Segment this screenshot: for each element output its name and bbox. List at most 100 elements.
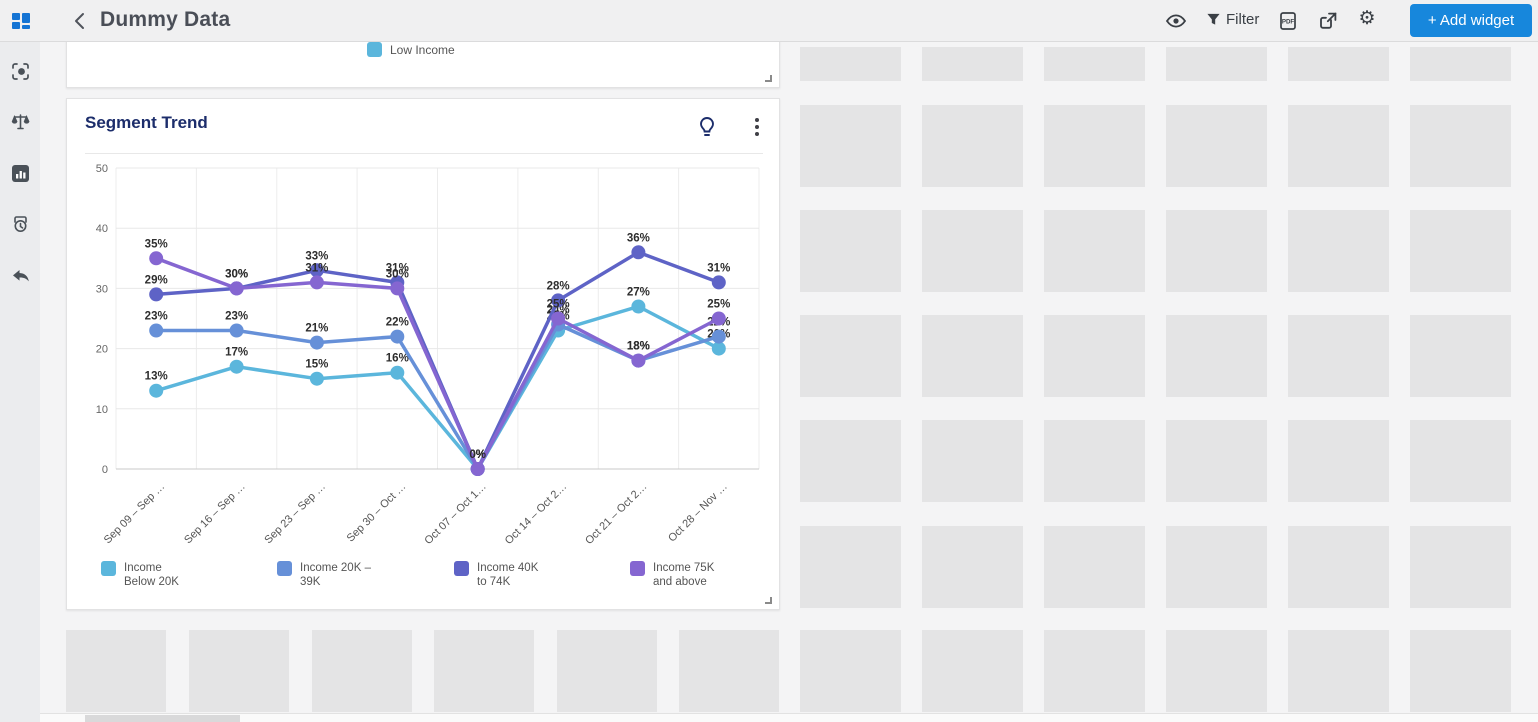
segment-trend-chart: 0 10 20 30 40 50 Sep 09 – Sep … Sep 16 – Sep … S… <box>79 157 771 555</box>
data-point[interactable] <box>711 311 726 326</box>
legend-item-income-below-20k[interactable]: Income Below 20K <box>101 561 179 589</box>
data-point[interactable] <box>390 329 405 344</box>
insight-bulb-icon[interactable] <box>696 115 718 139</box>
data-point-label: 27% <box>627 287 650 299</box>
placeholder-box <box>1410 105 1511 187</box>
filter-button[interactable]: Filter <box>1206 11 1259 28</box>
data-point[interactable] <box>309 275 324 290</box>
placeholder-box <box>1166 210 1267 292</box>
data-point[interactable] <box>149 323 164 338</box>
data-point[interactable] <box>711 275 726 290</box>
data-point[interactable] <box>631 245 646 260</box>
placeholder-box <box>1166 420 1267 502</box>
y-axis-tick-label: 0 <box>102 464 108 476</box>
x-axis-tick-label: Oct 28 – Nov … <box>666 481 730 545</box>
data-point-label: 23% <box>225 311 248 323</box>
placeholder-box <box>1166 630 1267 712</box>
data-point[interactable] <box>149 287 164 302</box>
widget-resize-handle[interactable] <box>765 75 772 82</box>
legend-item-income-20k-39k[interactable]: Income 20K – 39K <box>277 561 371 589</box>
widget-divider <box>85 153 763 154</box>
data-point-label: 33% <box>305 250 328 262</box>
data-point[interactable] <box>149 251 164 266</box>
placeholder-box <box>800 630 901 712</box>
x-axis-tick-label: Sep 30 – Oct … <box>345 481 409 545</box>
widget-resize-handle[interactable] <box>765 597 772 604</box>
placeholder-box <box>1288 105 1389 187</box>
data-point-label: 36% <box>627 232 650 244</box>
legend-item-income-40k-74k[interactable]: Income 40K to 74K <box>454 561 538 589</box>
data-point[interactable] <box>309 335 324 350</box>
placeholder-box <box>1044 630 1145 712</box>
placeholder-box <box>1410 630 1511 712</box>
data-point[interactable] <box>390 281 405 296</box>
data-point-label: 23% <box>145 311 168 323</box>
data-point-label: 22% <box>386 317 409 329</box>
share-icon[interactable] <box>1317 10 1339 32</box>
data-point[interactable] <box>149 383 164 398</box>
view-mode-eye-icon[interactable] <box>1165 10 1187 32</box>
widget-card-partial: Low Income <box>66 38 780 88</box>
data-point-label: 31% <box>386 262 409 274</box>
data-point[interactable] <box>631 353 646 368</box>
back-arrow-icon[interactable] <box>10 265 31 286</box>
data-point[interactable] <box>229 359 244 374</box>
legend-swatch <box>454 561 469 576</box>
series-income-75k-and-above: 35%30% 31% 30%0%25%18%25% <box>145 238 730 476</box>
placeholder-box <box>800 210 901 292</box>
placeholder-box <box>1166 315 1267 397</box>
data-point-label: 25% <box>707 299 730 311</box>
logo-squares <box>12 13 30 29</box>
data-point-label: 18% <box>627 341 650 353</box>
scrollbar-thumb[interactable] <box>85 715 240 722</box>
widget-card-segment-trend: Segment Trend 0 10 20 30 40 50 Sep 09 – Sep … S… <box>66 98 780 610</box>
data-point[interactable] <box>631 299 646 314</box>
data-point-label: 28% <box>547 280 570 292</box>
data-point[interactable] <box>551 293 566 308</box>
data-point[interactable] <box>551 311 566 326</box>
data-point[interactable] <box>229 281 244 296</box>
placeholder-box <box>312 630 412 712</box>
data-point-label: 18% <box>627 341 650 353</box>
x-axis-tick-label: Oct 14 – Oct 2… <box>503 481 569 547</box>
data-point[interactable] <box>309 263 324 278</box>
data-point[interactable] <box>229 323 244 338</box>
scale-icon[interactable] <box>10 112 31 133</box>
legend-swatch <box>630 561 645 576</box>
horizontal-scrollbar[interactable] <box>40 713 1538 722</box>
back-button[interactable] <box>70 10 92 32</box>
data-point[interactable] <box>711 329 726 344</box>
widget-menu-kebab-icon[interactable] <box>749 116 765 138</box>
analytics-icon[interactable] <box>10 163 31 184</box>
filter-funnel-icon <box>1207 13 1220 25</box>
placeholder-box <box>1166 47 1267 81</box>
x-axis-tick-label: Oct 21 – Oct 2… <box>583 481 649 547</box>
data-point-label: 15% <box>305 359 328 371</box>
capture-icon[interactable] <box>10 61 31 82</box>
x-axis-tick-label: Sep 23 – Sep … <box>262 481 328 547</box>
pdf-export-icon[interactable]: PDF <box>1277 10 1299 32</box>
add-widget-button[interactable]: + Add widget <box>1410 4 1532 37</box>
placeholder-box <box>922 526 1023 608</box>
placeholder-box <box>66 630 166 712</box>
data-point[interactable] <box>309 371 324 386</box>
series-line <box>154 256 721 471</box>
placeholder-box <box>800 526 901 608</box>
data-point-label: 16% <box>386 353 409 365</box>
placeholder-box <box>1288 47 1389 81</box>
chart-legend: Income Below 20K Income 20K – 39K Income 4… <box>67 561 781 601</box>
placeholder-box <box>434 630 534 712</box>
data-point-label: 0% <box>469 449 486 461</box>
data-point[interactable] <box>711 341 726 356</box>
reports-icon[interactable] <box>10 214 31 235</box>
legend-item-low-income[interactable]: Low Income <box>367 42 455 57</box>
app-logo-icon[interactable] <box>11 11 31 31</box>
data-point[interactable] <box>390 365 405 380</box>
placeholder-box <box>557 630 657 712</box>
series-line <box>154 304 721 471</box>
legend-item-income-75k-above[interactable]: Income 75K and above <box>630 561 714 589</box>
data-point-label: 30% <box>225 268 248 280</box>
placeholder-box <box>800 420 901 502</box>
gear-icon[interactable]: ⚙ <box>1358 8 1376 29</box>
data-point[interactable] <box>470 462 485 476</box>
